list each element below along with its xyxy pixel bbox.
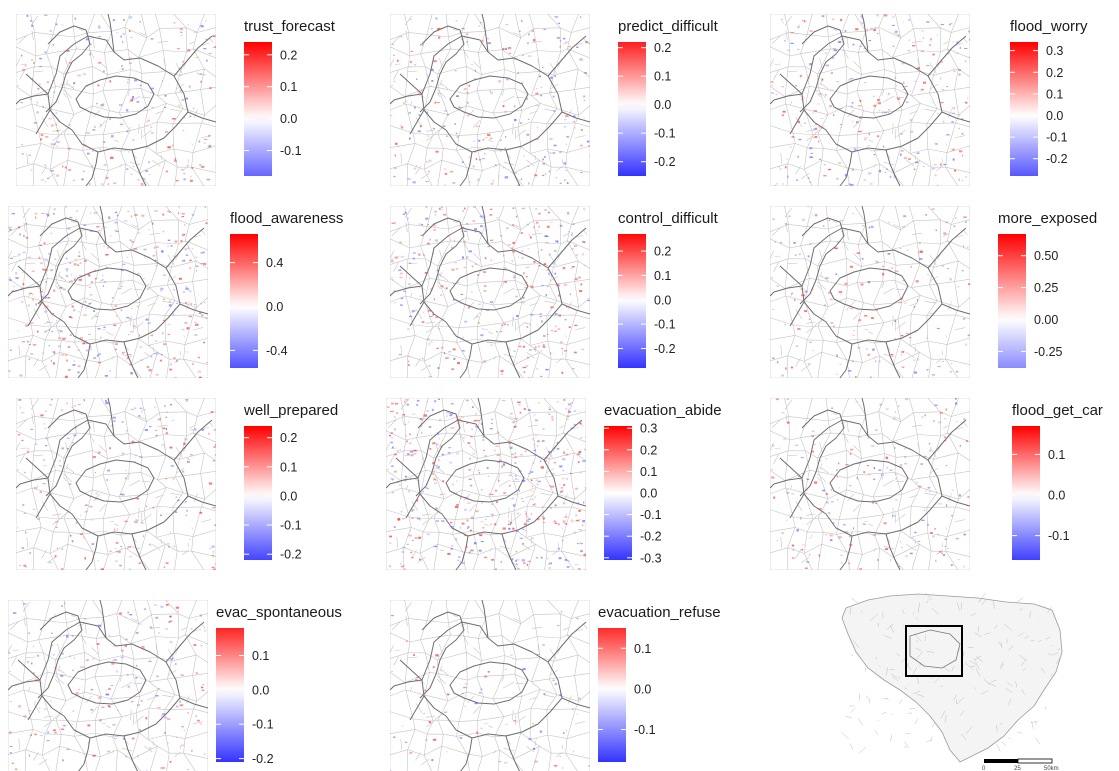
legend-title: evac_spontaneous bbox=[216, 604, 342, 621]
legend-tick-label: 0.0 bbox=[280, 489, 297, 503]
legend-tick-label: 0.0 bbox=[280, 112, 297, 126]
legend-tick-label: -0.3 bbox=[640, 551, 662, 565]
legend-tick-label: 0.50 bbox=[1034, 249, 1058, 263]
legend-title: flood_worry bbox=[1010, 18, 1088, 35]
legend-tick-label: -0.2 bbox=[1046, 152, 1068, 166]
legend-tick-label: 0.0 bbox=[640, 487, 657, 501]
legend-tick-label: 0.0 bbox=[252, 683, 269, 697]
legend-title: evacuation_refuse bbox=[598, 604, 721, 621]
legend-tick-label: -0.1 bbox=[654, 127, 676, 141]
inset-overview-map: 0 25 50km bbox=[841, 592, 1063, 771]
legend-title: predict_difficult bbox=[618, 18, 719, 35]
scale-label-25: 25 bbox=[1014, 766, 1021, 771]
legend-tick-label: 0.25 bbox=[1034, 281, 1058, 295]
legend-title: well_prepared bbox=[243, 402, 338, 419]
legend-tick-label: -0.4 bbox=[266, 344, 288, 358]
legend-tick-label: -0.1 bbox=[640, 508, 662, 522]
legend-tick-label: 0.3 bbox=[1046, 44, 1063, 58]
legend-colorbar bbox=[230, 234, 258, 368]
inset-focus-box bbox=[905, 625, 963, 677]
legend-tick-label: 0.2 bbox=[280, 48, 297, 62]
legend-tick-label: 0.2 bbox=[640, 443, 657, 457]
map-panel-evacuation-abide: evacuation_abide 0.3 0.2 0.1 0.0 -0.1 -0.2 -0.3 bbox=[386, 398, 722, 570]
legend-tick-label: -0.2 bbox=[640, 530, 662, 544]
legend-tick-label: -0.2 bbox=[252, 752, 274, 766]
legend-colorbar bbox=[1012, 426, 1040, 560]
legend-tick-label: 0.2 bbox=[654, 41, 671, 55]
scale-label-0: 0 bbox=[982, 766, 986, 771]
legend-tick-label: 0.0 bbox=[266, 300, 283, 314]
legend-tick-label: 0.1 bbox=[280, 460, 297, 474]
legend-title: evacuation_abide bbox=[604, 402, 722, 419]
scale-label-50: 50km bbox=[1044, 766, 1059, 771]
legend-colorbar bbox=[618, 234, 646, 368]
legend-tick-label: -0.1 bbox=[280, 144, 302, 158]
legend-tick-label: 0.2 bbox=[1046, 66, 1063, 80]
legend-title: flood_get_car bbox=[1012, 402, 1103, 419]
legend-tick-label: -0.1 bbox=[634, 723, 656, 737]
legend-tick-label: -0.1 bbox=[280, 519, 302, 533]
legend-tick-label: 0.1 bbox=[1046, 87, 1063, 101]
legend-tick-label: -0.2 bbox=[280, 548, 302, 562]
legend-tick-label: 0.1 bbox=[634, 642, 651, 656]
legend-tick-label: -0.1 bbox=[654, 318, 676, 332]
legend-title: flood_awareness bbox=[230, 210, 343, 227]
legend-tick-label: 0.0 bbox=[1048, 489, 1065, 503]
legend-tick-label: -0.1 bbox=[1048, 529, 1070, 543]
map-panel-trust-forecast: trust_forecast 0.2 0.1 0.0 -0.1 bbox=[16, 14, 336, 186]
legend-tick-label: 0.3 bbox=[640, 422, 657, 436]
legend-tick-label: 0.0 bbox=[654, 293, 671, 307]
legend-tick-label: 0.4 bbox=[266, 256, 283, 270]
map-panel-flood-worry: flood_worry 0.3 0.2 0.1 0.0 -0.1 -0.2 bbox=[770, 14, 1088, 186]
legend-title: control_difficult bbox=[618, 210, 719, 227]
legend-tick-label: 0.1 bbox=[640, 465, 657, 479]
map-panel-well-prepared: well_prepared 0.2 0.1 0.0 -0.1 -0.2 bbox=[16, 398, 338, 570]
legend-colorbar bbox=[244, 42, 272, 176]
legend-tick-label: 0.2 bbox=[654, 245, 671, 259]
legend-tick-label: 0.0 bbox=[1046, 109, 1063, 123]
legend-tick-label: -0.1 bbox=[252, 718, 274, 732]
map-panel-control-difficult: control_difficult 0.2 0.1 0.0 -0.1 -0.2 bbox=[390, 206, 719, 378]
legend-colorbar bbox=[216, 628, 244, 762]
legend-tick-label: 0.1 bbox=[280, 80, 297, 94]
legend-tick-label: 0.0 bbox=[654, 98, 671, 112]
map-panel-more-exposed: more_exposed 0.50 0.25 0.00 -0.25 bbox=[770, 206, 1097, 378]
legend-tick-label: 0.1 bbox=[252, 649, 269, 663]
legend-colorbar bbox=[1010, 42, 1038, 176]
legend-tick-label: -0.2 bbox=[654, 155, 676, 169]
legend-tick-label: 0.00 bbox=[1034, 313, 1058, 327]
map-panel-flood-awareness: flood_awareness 0.4 0.0 -0.4 bbox=[8, 206, 343, 378]
legend-tick-label: -0.25 bbox=[1034, 345, 1063, 359]
legend-tick-label: 0.1 bbox=[1048, 448, 1065, 462]
legend-colorbar bbox=[244, 426, 272, 560]
legend-colorbar bbox=[998, 234, 1026, 368]
legend-tick-label: -0.2 bbox=[654, 342, 676, 356]
ile-de-france-outline bbox=[841, 593, 1063, 763]
legend-colorbar bbox=[618, 42, 646, 176]
legend-tick-label: 0.0 bbox=[634, 682, 651, 696]
legend-tick-label: -0.1 bbox=[1046, 131, 1068, 145]
legend-tick-label: 0.2 bbox=[280, 431, 297, 445]
scale-bar: 0 25 50km bbox=[982, 758, 1059, 771]
map-panel-evacuation-refuse: evacuation_refuse 0.1 0.0 -0.1 bbox=[390, 600, 721, 771]
map-panel-predict-difficult: predict_difficult 0.2 0.1 0.0 -0.1 -0.2 bbox=[390, 14, 719, 186]
map-panel-flood-get-car: flood_get_car 0.1 0.0 -0.1 bbox=[770, 398, 1103, 570]
legend-title: trust_forecast bbox=[244, 18, 336, 35]
legend-tick-label: 0.1 bbox=[654, 70, 671, 84]
legend-colorbar bbox=[598, 628, 626, 762]
legend-title: more_exposed bbox=[998, 210, 1097, 227]
map-panel-evac-spontaneous: evac_spontaneous 0.1 0.0 -0.1 -0.2 bbox=[8, 600, 342, 771]
legend-tick-label: 0.1 bbox=[654, 269, 671, 283]
